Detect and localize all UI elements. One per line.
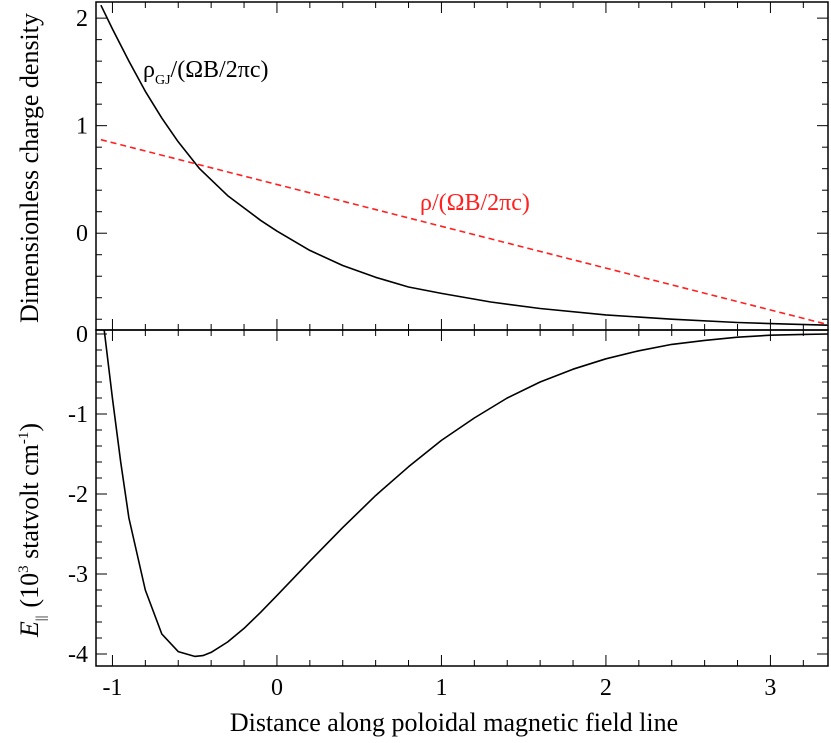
e-parallel-units: statvolt cm [15,444,44,565]
top-y-tick-label: 1 [76,114,88,140]
bottom-y-tick-label: -4 [68,642,88,668]
x-tick-label: 0 [271,675,283,701]
x-tick-label: 2 [600,675,612,701]
bottom-y-axis-title: E|| (103 statvolt cm-1) [15,423,49,638]
e-parallel-curve [103,329,829,658]
rho-gj-label-sub: GJ [155,73,171,88]
top-y-axis-title: Dimensionless charge density [15,13,44,323]
e-parallel-sup-3: 3 [16,565,32,573]
top-y-tick-label: 2 [76,6,88,32]
rho-curve-label: ρ/(ΩB/2πc) [420,190,530,216]
rho-gj-label-rest: /(ΩB/2πc) [171,57,269,83]
e-parallel-paren-close: ) [15,423,44,432]
rho-gj-curve-label: ρGJ/(ΩB/2πc) [143,57,268,88]
top-y-tick-label: 0 [76,221,88,247]
x-tick-label: 1 [435,675,447,701]
tick-labels-layer: 2 1 0 0 -1 -2 -3 -4 -1 0 1 2 3 [68,6,776,701]
ticks-layer [96,2,828,666]
rho-gj-curve [100,4,829,326]
top-panel-frame [95,1,829,331]
rho-gj-label-main: ρ [143,57,155,83]
bottom-y-tick-label: 0 [76,322,88,348]
e-parallel-subscript: || [34,616,49,622]
bottom-y-tick-label: -3 [68,562,88,588]
x-tick-label: 3 [764,675,776,701]
e-parallel-sup-minus1: -1 [16,432,32,445]
bottom-panel-frame [95,329,829,667]
x-axis-title: Distance along poloidal magnetic field l… [230,708,678,737]
curves-layer [100,4,829,658]
e-parallel-symbol: E [15,621,44,638]
x-tick-label: -1 [102,675,122,701]
bottom-y-tick-label: -1 [68,402,88,428]
e-parallel-paren-open: (10 [15,573,44,608]
rho-dashed-line [100,138,829,326]
bottom-y-tick-label: -2 [68,482,88,508]
